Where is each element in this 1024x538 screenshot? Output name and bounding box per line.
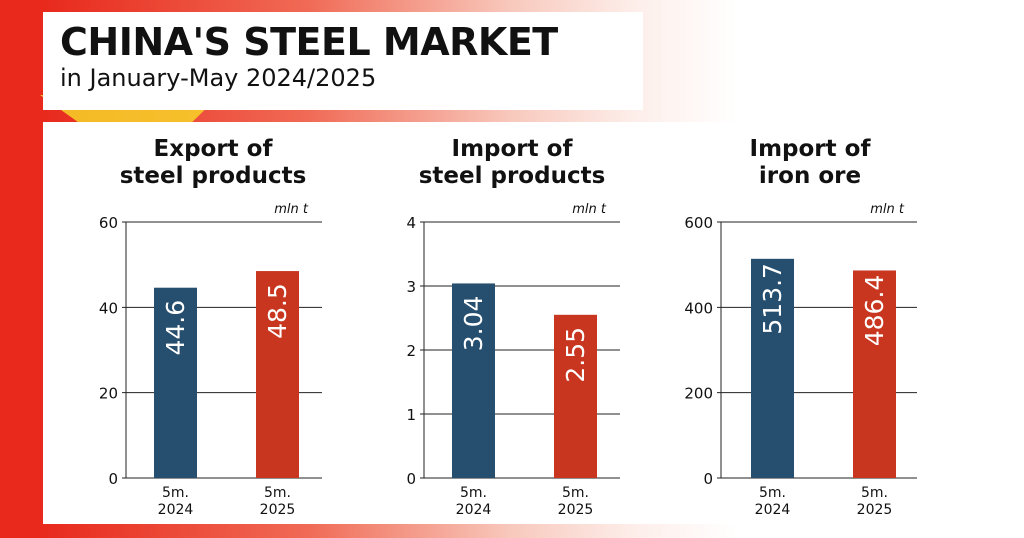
chart-2-title-line-2: steel products — [419, 163, 606, 189]
chart-2-unit-label: mln t — [572, 202, 607, 217]
chart-3-tick-label: 400 — [684, 299, 713, 317]
chart-3-category-label-2-line-1: 5m. — [861, 485, 888, 501]
chart-3-category-label-2-line-2: 2025 — [857, 502, 893, 518]
chart-1-bar-2 — [256, 271, 299, 478]
chart-2-title-line-1: Import of — [452, 136, 574, 162]
charts-panel — [43, 122, 1001, 524]
chart-1-tick-label: 60 — [99, 214, 118, 232]
chart-2-bar-2 — [554, 314, 597, 478]
chart-3-title-line-2: iron ore — [759, 163, 861, 189]
chart-3-tick-label: 200 — [684, 385, 713, 403]
chart-2-bar-1 — [452, 283, 495, 478]
chart-1-tick-label: 0 — [108, 470, 118, 488]
chart-3-unit-label: mln t — [870, 202, 905, 217]
chart-1-title-line-1: Export of — [154, 136, 274, 162]
page-title: CHINA'S STEEL MARKET — [60, 20, 558, 64]
chart-1-bar-1-value-label: 44.6 — [161, 300, 190, 356]
chart-2-tick-label: 4 — [406, 214, 416, 232]
chart-1-bar-2-value-label: 48.5 — [263, 283, 292, 339]
title-box — [43, 12, 643, 110]
chart-2-bar-2-value-label: 2.55 — [561, 327, 590, 383]
chart-1-category-label-2-line-1: 5m. — [264, 485, 291, 501]
page-subtitle: in January-May 2024/2025 — [60, 64, 377, 92]
chart-2-category-label-2-line-2: 2025 — [558, 502, 594, 518]
chart-2-bar-1-value-label: 3.04 — [459, 296, 488, 352]
chart-1-bar-1 — [154, 287, 197, 478]
chart-3-tick-label: 0 — [703, 470, 713, 488]
chart-1-tick-label: 40 — [99, 299, 118, 317]
chart-3-bar-1-value-label: 513.7 — [758, 263, 787, 335]
chart-3-bar-2 — [853, 270, 896, 478]
chart-2-category-label-1-line-1: 5m. — [460, 485, 487, 501]
chart-2-tick-label: 2 — [406, 342, 416, 360]
chart-2-tick-label: 3 — [406, 278, 416, 296]
chart-1-category-label-2-line-2: 2025 — [260, 502, 296, 518]
chart-2-category-label-2-line-1: 5m. — [562, 485, 589, 501]
chart-3-title-line-1: Import of — [750, 136, 872, 162]
chart-3-bar-1 — [751, 258, 794, 478]
chart-3-bar-2-value-label: 486.4 — [860, 275, 889, 347]
chart-1-category-label-1-line-2: 2024 — [158, 502, 194, 518]
chart-2-tick-label: 1 — [406, 406, 416, 424]
chart-1-title-line-2: steel products — [120, 163, 307, 189]
chart-3-tick-label: 600 — [684, 214, 713, 232]
chart-3-category-label-1-line-2: 2024 — [755, 502, 791, 518]
chart-2-tick-label: 0 — [406, 470, 416, 488]
chart-1-tick-label: 20 — [99, 385, 118, 403]
chart-1-unit-label: mln t — [274, 202, 309, 217]
chart-2-category-label-1-line-2: 2024 — [456, 502, 492, 518]
chart-1-category-label-1-line-1: 5m. — [162, 485, 189, 501]
chart-3-category-label-1-line-1: 5m. — [759, 485, 786, 501]
